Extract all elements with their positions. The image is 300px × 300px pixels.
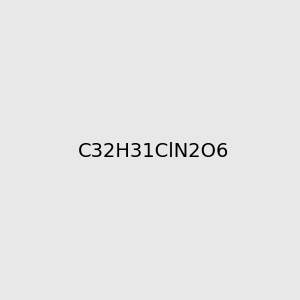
Text: C32H31ClN2O6: C32H31ClN2O6	[78, 142, 230, 161]
